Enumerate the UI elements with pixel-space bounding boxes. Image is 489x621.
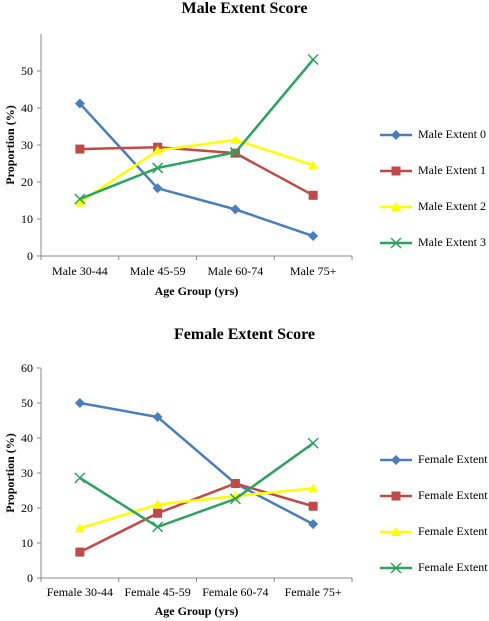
y-axis-title: Proportion (%)	[3, 105, 17, 184]
data-point	[230, 479, 240, 488]
data-point	[152, 521, 164, 533]
data-point	[230, 134, 241, 144]
y-tick-label: 30	[21, 138, 33, 152]
legend-label: Female Extent 0	[418, 452, 489, 466]
data-point	[307, 53, 319, 66]
data-point	[152, 162, 164, 174]
data-point	[74, 398, 85, 408]
legend-swatch	[380, 166, 412, 176]
data-point	[308, 519, 319, 530]
legend-marker	[390, 562, 402, 574]
series-line	[79, 138, 314, 204]
legend-swatch	[380, 491, 412, 501]
data-point	[152, 183, 163, 194]
legend-marker	[391, 130, 401, 140]
x-tick-label: Female 30-44	[47, 585, 113, 599]
y-tick-label: 40	[21, 431, 33, 445]
data-point	[308, 190, 318, 200]
x-tick-label: Male 45-59	[130, 264, 186, 278]
x-tick-label: Female 45-59	[124, 585, 190, 599]
legend-marker	[391, 527, 401, 536]
y-tick-label: 30	[21, 466, 33, 480]
y-tick-label: 60	[21, 361, 33, 375]
legend-label: Male Extent 0	[418, 127, 486, 141]
legend-marker	[391, 491, 401, 501]
y-tick-label: 20	[21, 175, 33, 189]
data-point	[75, 547, 85, 557]
y-tick-label: 20	[21, 501, 33, 515]
x-tick-label: Male 30-44	[52, 264, 108, 278]
legend-swatch	[380, 130, 412, 140]
x-tick-label: Male 60-74	[208, 264, 264, 278]
series-line	[79, 145, 314, 197]
data-point	[74, 472, 86, 484]
y-tick-label: 0	[27, 571, 33, 585]
data-point	[74, 193, 86, 205]
series-line	[79, 487, 314, 530]
series-line	[79, 401, 314, 526]
legend-label: Female Extent 3	[418, 560, 489, 574]
legend-swatch	[380, 455, 412, 465]
series-line	[79, 482, 314, 554]
series-line	[78, 102, 314, 238]
legend-marker	[391, 455, 401, 465]
x-axis-title: Age Group (yrs)	[155, 284, 239, 298]
legend-swatch	[380, 527, 412, 536]
male-chart: Male Extent Score 0 10 20 30 40 50 Male 30-44 M…	[0, 0, 489, 310]
y-tick-label: 0	[27, 249, 33, 263]
legend-label: Male Extent 3	[418, 235, 486, 249]
data-point	[229, 493, 241, 505]
series-line	[79, 58, 315, 201]
legend-label: Male Extent 1	[418, 163, 486, 177]
data-point	[74, 523, 85, 533]
y-tick-label: 50	[21, 64, 33, 78]
legend-swatch	[380, 562, 412, 574]
data-point	[75, 144, 85, 154]
legend-label: Female Extent 1	[418, 488, 489, 502]
y-tick-label: 50	[21, 396, 33, 410]
data-point	[308, 501, 318, 511]
data-point	[308, 231, 319, 242]
data-point	[74, 98, 85, 109]
y-tick-label: 10	[21, 536, 33, 550]
data-point	[307, 437, 319, 449]
legend-swatch	[380, 237, 412, 249]
data-point	[229, 146, 241, 158]
legend-label: Female Extent 2	[418, 524, 489, 538]
male-chart-plot: 0 10 20 30 40 50 Male 30-44 Male 45-59 Male 60-7…	[3, 34, 353, 298]
data-point	[74, 197, 85, 207]
x-axis-title: Age Group (yrs)	[155, 604, 239, 618]
female-chart-plot: 0 10 20 30 40 50 60 Female 30-44 Female 45-59 Fem…	[3, 361, 353, 618]
chart-title: Male Extent Score	[181, 0, 308, 17]
chart-title: Female Extent Score	[174, 326, 315, 343]
series-line	[79, 442, 314, 529]
y-tick-label: 10	[21, 212, 33, 226]
x-tick-label: Male 75+	[290, 264, 337, 278]
legend-marker	[390, 237, 402, 249]
y-tick-label: 40	[21, 101, 33, 115]
data-point	[153, 508, 163, 518]
legend-swatch	[380, 202, 412, 211]
x-tick-label: Female 60-74	[202, 585, 268, 599]
legend-marker	[391, 166, 401, 176]
data-point	[152, 499, 163, 509]
data-point	[308, 483, 319, 493]
x-tick-label: Female 75+	[285, 585, 342, 599]
legend-label: Male Extent 2	[418, 199, 486, 213]
legend-marker	[391, 202, 401, 211]
data-point	[230, 204, 241, 215]
data-point	[152, 145, 163, 155]
female-chart: Female Extent Score 0 10 20 30 40 50 60 Female …	[0, 326, 489, 621]
data-point	[152, 412, 163, 422]
y-axis-title: Proportion (%)	[3, 433, 17, 512]
data-point	[308, 160, 319, 170]
